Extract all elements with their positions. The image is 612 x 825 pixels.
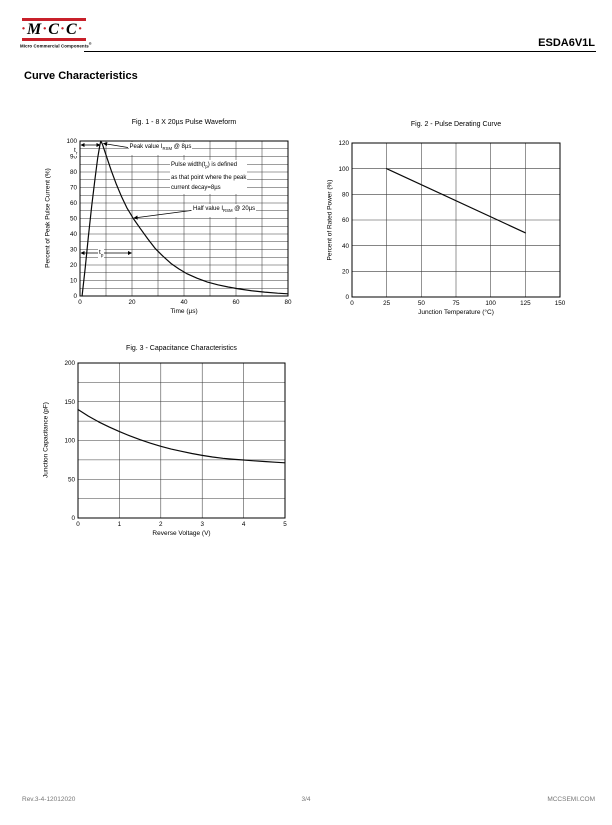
- svg-text:40: 40: [180, 299, 188, 306]
- svg-text:4: 4: [242, 521, 246, 528]
- logo-tagline-text: Micro Commercial Components: [20, 43, 89, 49]
- svg-text:100: 100: [485, 300, 496, 307]
- svg-text:150: 150: [64, 399, 75, 406]
- svg-text:1: 1: [118, 521, 122, 528]
- svg-text:2: 2: [159, 521, 163, 528]
- pulse-time-label: tp: [98, 249, 105, 259]
- svg-text:60: 60: [232, 299, 240, 306]
- registered-mark: ®: [88, 42, 92, 46]
- svg-text:0: 0: [350, 300, 354, 307]
- svg-text:30: 30: [70, 247, 78, 254]
- svg-text:80: 80: [284, 299, 292, 306]
- svg-text:90: 90: [70, 154, 78, 161]
- footer-revision: Rev.3-4-12012020: [22, 796, 76, 803]
- pulse-width-line3: current decay=8µs: [171, 185, 221, 192]
- svg-text:0: 0: [76, 521, 80, 528]
- peak-value-annotation: Peak value IRSM @ 8µs: [128, 142, 193, 155]
- logo-dot: ·: [59, 21, 65, 37]
- fig1-plot-canvas: 0 20 40 60 80 0 10 20 30 40 50 60 70 80 90 100: [66, 138, 292, 306]
- pulse-waveform-curve: [81, 140, 289, 297]
- part-number: ESDA6V1L: [538, 37, 595, 49]
- section-title: Curve Characteristics: [24, 70, 138, 82]
- logo-dot: ·: [21, 21, 27, 37]
- half-value-annotation: Half value IRSM @ 20µs: [192, 204, 257, 217]
- logo-bottom-bar: [22, 38, 86, 41]
- footer-page-number: 3/4: [301, 796, 311, 803]
- svg-text:80: 80: [70, 169, 78, 176]
- svg-text:5: 5: [283, 521, 287, 528]
- svg-text:100: 100: [338, 166, 349, 173]
- rise-time-label: tr: [73, 147, 79, 157]
- svg-text:150: 150: [555, 300, 566, 307]
- fig2-x-axis-label: Junction Temperature (°C): [418, 309, 494, 316]
- svg-text:50: 50: [68, 476, 76, 483]
- svg-text:20: 20: [128, 299, 136, 306]
- svg-text:20: 20: [342, 269, 350, 276]
- fig1-title: Fig. 1 - 8 X 20µs Pulse Waveform: [131, 119, 237, 126]
- pulse-width-annotation: Pulse width(tp) is defined as that point…: [170, 160, 248, 194]
- fig2-pulse-derating-chart: Fig. 2 - Pulse Derating Curve Percent of…: [322, 120, 584, 320]
- svg-text:75: 75: [452, 300, 460, 307]
- logo-dot: ·: [42, 21, 48, 37]
- svg-text:20: 20: [70, 262, 78, 269]
- fig2-title: Fig. 2 - Pulse Derating Curve: [410, 121, 502, 128]
- logo-dot: ·: [77, 21, 83, 37]
- logo-wordmark: · M · C · C ·: [20, 21, 90, 38]
- svg-text:0: 0: [78, 299, 82, 306]
- svg-text:60: 60: [342, 217, 350, 224]
- svg-text:200: 200: [64, 360, 75, 367]
- svg-text:60: 60: [70, 200, 78, 207]
- svg-text:10: 10: [70, 278, 78, 285]
- svg-text:100: 100: [64, 438, 75, 445]
- logo-tagline: Micro Commercial Components®: [20, 42, 92, 49]
- fig3-x-axis-label: Reverse Voltage (V): [152, 530, 211, 537]
- svg-text:125: 125: [520, 300, 531, 307]
- logo-letter: M: [27, 21, 42, 38]
- svg-text:0: 0: [71, 515, 75, 522]
- svg-text:0: 0: [345, 294, 349, 301]
- pulse-width-line1: Pulse width(tp) is defined: [171, 162, 238, 170]
- svg-text:100: 100: [66, 138, 77, 145]
- fig2-plot-canvas: 0 25 50 75 100 125 150 0 20 40 60 80 100 120: [338, 140, 566, 307]
- svg-text:80: 80: [342, 192, 350, 199]
- svg-text:25: 25: [383, 300, 391, 307]
- svg-text:120: 120: [338, 140, 349, 147]
- svg-text:40: 40: [70, 231, 78, 238]
- svg-text:0: 0: [73, 293, 77, 300]
- logo-letter: C: [48, 21, 59, 38]
- mcc-logo: · M · C · C · Micro Commercial Components®: [20, 18, 92, 49]
- logo-top-bar: [22, 18, 86, 21]
- logo-letter: C: [65, 21, 77, 38]
- svg-text:70: 70: [70, 185, 78, 192]
- footer-website: MCCSEMI.COM: [547, 796, 595, 803]
- fig3-capacitance-chart: Fig. 3 - Capacitance Characteristics Jun…: [38, 344, 308, 544]
- capacitance-curve: [77, 408, 286, 464]
- derating-line: [386, 168, 526, 234]
- svg-text:50: 50: [70, 216, 78, 223]
- fig1-x-axis-label: Time (µs): [170, 308, 198, 315]
- fig3-title: Fig. 3 - Capacitance Characteristics: [126, 345, 237, 352]
- fig1-pulse-waveform-chart: Fig. 1 - 8 X 20µs Pulse Waveform Percent…: [40, 118, 310, 320]
- svg-text:50: 50: [418, 300, 426, 307]
- svg-text:40: 40: [342, 243, 350, 250]
- svg-text:3: 3: [200, 521, 204, 528]
- header-rule: [84, 51, 596, 52]
- pulse-width-line2: as that point where the peak: [171, 174, 247, 181]
